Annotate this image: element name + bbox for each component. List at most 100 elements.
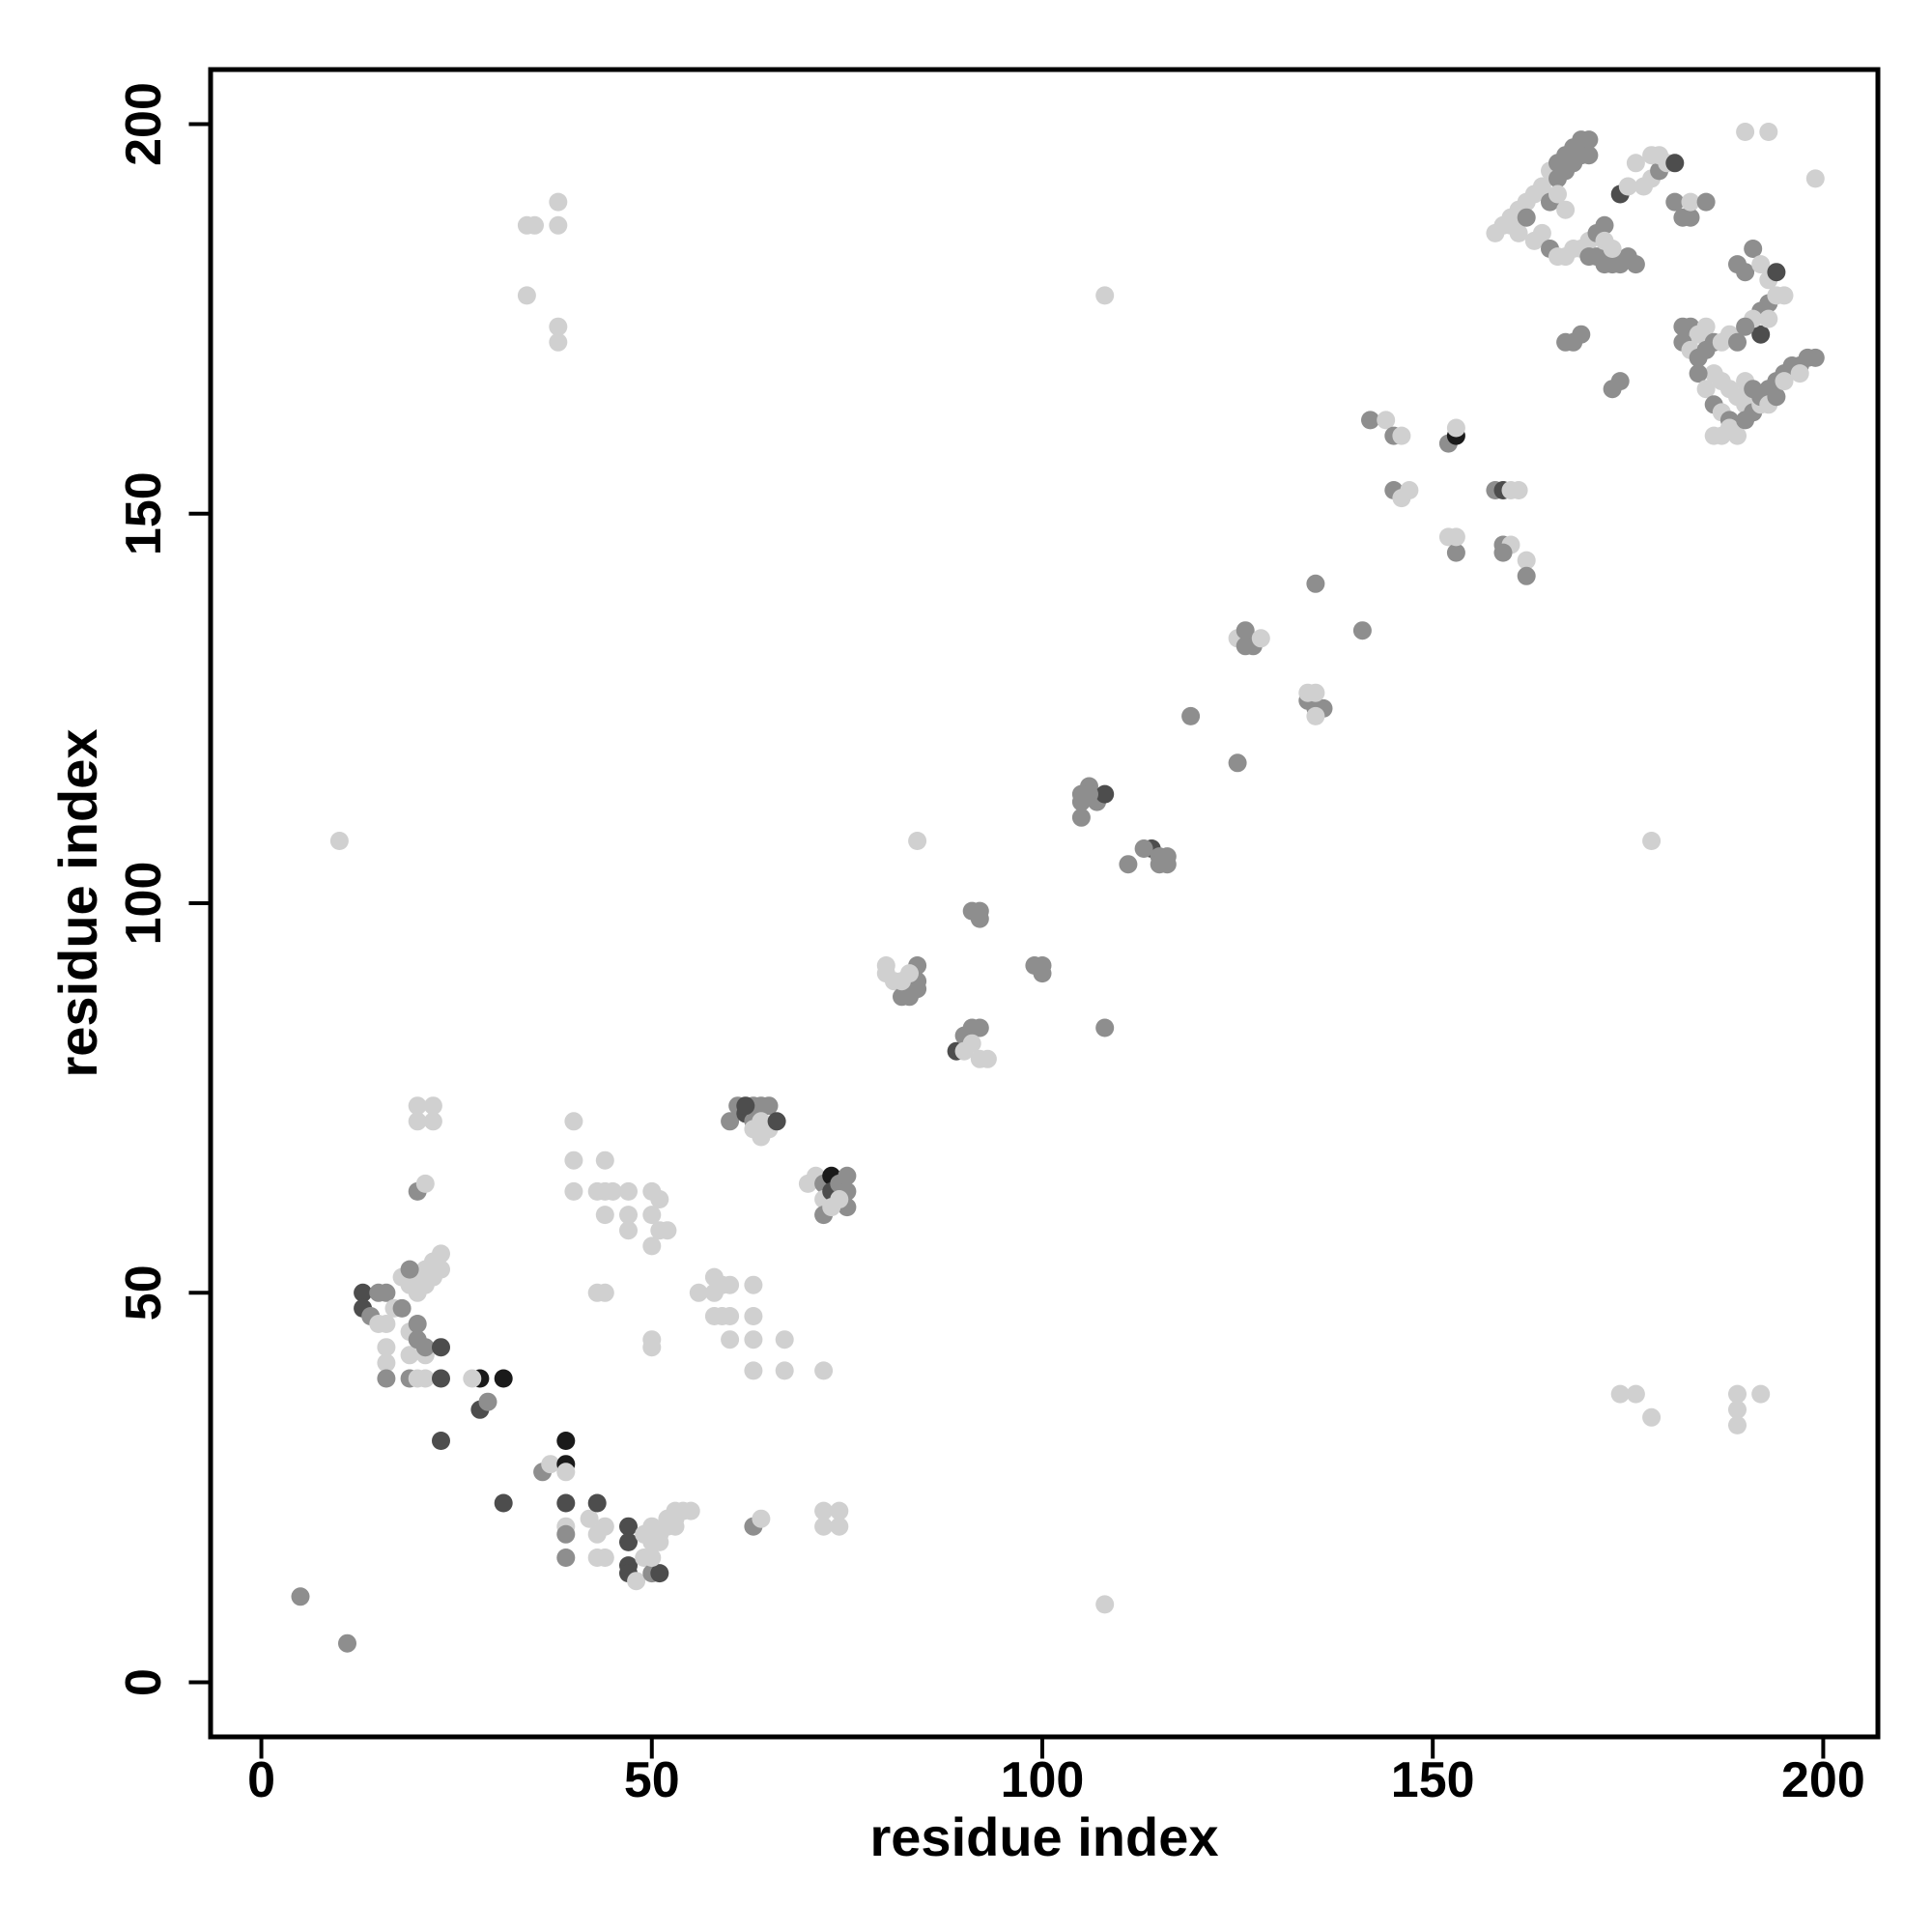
data-point	[526, 215, 544, 235]
data-point	[1095, 286, 1115, 305]
data-point	[954, 1041, 974, 1061]
data-point	[978, 1049, 997, 1068]
data-point	[408, 1112, 427, 1131]
data-point	[432, 1338, 450, 1357]
data-point	[1306, 574, 1325, 593]
data-point	[423, 1096, 442, 1116]
data-point	[775, 1361, 794, 1380]
data-point	[767, 1112, 786, 1131]
data-point	[1751, 325, 1771, 344]
data-point	[377, 1338, 396, 1357]
data-point	[893, 972, 911, 991]
data-point	[814, 1501, 834, 1520]
data-point	[595, 1517, 614, 1536]
data-point	[1134, 839, 1153, 858]
data-point	[1728, 1400, 1747, 1419]
data-point	[1759, 309, 1778, 328]
data-point	[650, 1532, 669, 1551]
data-point	[908, 980, 927, 999]
data-point	[556, 1463, 576, 1482]
y-tick-label: 50	[116, 1264, 172, 1321]
x-tick-label: 0	[247, 1752, 275, 1808]
data-point	[1736, 263, 1755, 282]
data-point	[595, 1206, 614, 1225]
data-point	[970, 901, 989, 921]
data-point	[377, 1283, 396, 1302]
data-point	[814, 1361, 834, 1380]
data-point	[627, 1572, 646, 1591]
data-point	[658, 1221, 677, 1240]
data-point	[432, 1244, 450, 1264]
data-point	[1681, 208, 1700, 227]
data-point	[1517, 208, 1536, 227]
data-point	[408, 1315, 427, 1333]
data-point	[400, 1260, 419, 1279]
data-point	[541, 1455, 560, 1474]
data-point	[775, 1330, 794, 1350]
data-point	[564, 1151, 583, 1170]
data-point	[556, 1524, 576, 1544]
x-tick-label: 200	[1781, 1752, 1865, 1808]
data-point	[595, 1151, 614, 1170]
data-point	[1696, 192, 1716, 212]
data-point	[1751, 1384, 1771, 1404]
data-point	[595, 1283, 614, 1302]
data-point	[1736, 123, 1755, 141]
data-point	[673, 1501, 693, 1520]
data-point	[759, 1096, 779, 1116]
data-point	[1728, 1384, 1747, 1404]
data-point	[1157, 847, 1177, 867]
data-point	[494, 1369, 513, 1388]
data-point	[549, 332, 568, 352]
data-point	[329, 832, 349, 850]
data-point	[1556, 200, 1576, 219]
data-point	[1095, 1018, 1115, 1037]
data-point	[1532, 177, 1551, 196]
data-point	[642, 1517, 662, 1536]
data-point	[650, 1564, 669, 1583]
data-point	[1446, 418, 1465, 438]
data-point	[744, 1307, 763, 1325]
data-point	[549, 215, 568, 235]
data-point	[814, 1517, 834, 1536]
data-point	[556, 1493, 576, 1513]
data-point	[1618, 177, 1637, 196]
data-point	[1642, 832, 1662, 850]
data-point	[1579, 146, 1599, 165]
data-point	[744, 1330, 763, 1350]
data-point	[744, 1275, 763, 1294]
data-point	[721, 1112, 740, 1131]
data-point	[642, 1338, 662, 1357]
data-point	[1509, 223, 1528, 242]
data-point	[908, 832, 927, 850]
data-point	[400, 1346, 419, 1365]
data-point	[1517, 551, 1536, 570]
data-point	[415, 1174, 435, 1193]
data-point	[736, 1096, 755, 1116]
data-point	[1392, 489, 1411, 508]
data-point	[1493, 543, 1513, 562]
data-point	[1236, 621, 1255, 640]
data-point	[619, 1181, 638, 1201]
data-point	[1665, 154, 1685, 173]
data-point	[549, 317, 568, 336]
data-point	[556, 1432, 576, 1450]
data-point	[1579, 130, 1599, 150]
data-point	[619, 1517, 638, 1536]
data-point	[666, 1517, 685, 1536]
data-point	[876, 956, 895, 975]
data-point	[494, 1493, 513, 1513]
y-axis-title: residue index	[47, 728, 108, 1077]
data-point	[1033, 956, 1052, 975]
data-point	[1392, 426, 1411, 445]
data-point	[556, 1548, 576, 1567]
data-point	[1759, 123, 1778, 141]
data-point	[642, 1206, 662, 1225]
data-point	[838, 1166, 857, 1185]
plot-frame	[208, 67, 1881, 1740]
data-point	[744, 1361, 763, 1380]
data-point	[721, 1275, 740, 1294]
data-point	[1517, 566, 1536, 585]
